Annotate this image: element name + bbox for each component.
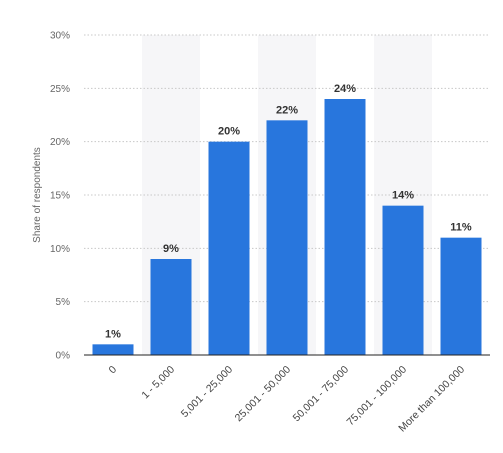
bar: [208, 141, 250, 355]
y-tick-label: 20%: [50, 137, 70, 148]
value-labels: 1% 9% 20% 22% 24% 14% 11%: [105, 83, 472, 340]
x-tick-label: 50,001 - 75,000: [291, 364, 352, 425]
y-tick-label: 0%: [56, 351, 71, 362]
data-label: 22%: [276, 104, 298, 116]
y-tick-label: 10%: [50, 244, 70, 255]
x-tick-label: 75,001 - 100,000: [344, 364, 409, 429]
data-label: 9%: [163, 243, 179, 255]
y-axis-ticks: 0% 5% 10% 15% 20% 25% 30%: [50, 31, 70, 362]
y-tick-label: 30%: [50, 31, 70, 42]
y-tick-label: 5%: [56, 297, 71, 308]
data-label: 14%: [392, 190, 414, 202]
data-label: 24%: [334, 83, 356, 95]
bar: [150, 259, 192, 355]
y-axis-title: Share of respondents: [32, 147, 43, 243]
x-tick-label: 25,001 - 50,000: [233, 364, 294, 425]
data-label: 20%: [218, 126, 240, 138]
x-tick-label: 1 - 5,000: [139, 364, 177, 402]
y-tick-label: 25%: [50, 84, 70, 95]
bars: [92, 99, 482, 355]
y-tick-label: 15%: [50, 191, 70, 202]
bar: [440, 237, 482, 355]
bar: [324, 99, 366, 355]
bar: [382, 205, 424, 355]
data-label: 1%: [105, 328, 121, 340]
bar: [92, 344, 134, 355]
x-tick-label: 5,001 - 25,000: [179, 364, 235, 420]
bar: [266, 120, 308, 355]
x-tick-label: 0: [107, 364, 120, 377]
data-label: 11%: [450, 222, 472, 234]
